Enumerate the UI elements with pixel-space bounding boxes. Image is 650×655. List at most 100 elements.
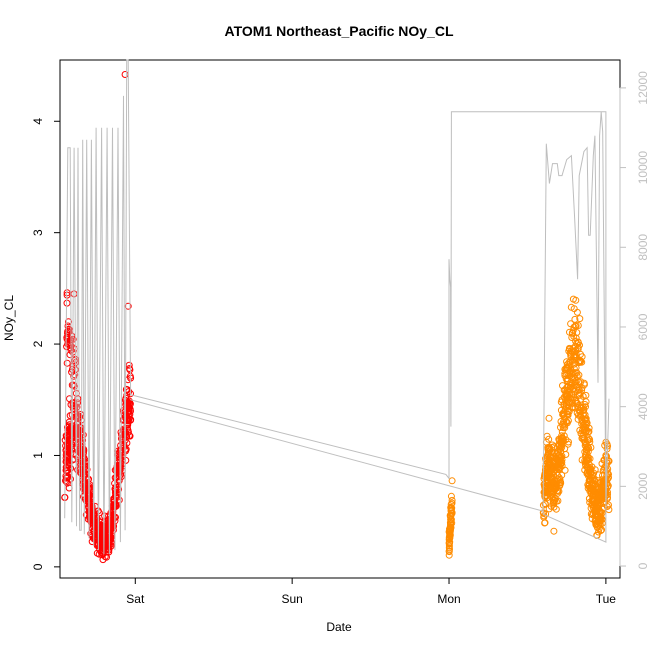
data-point	[448, 499, 456, 507]
data-point	[103, 553, 110, 561]
x-axis: Sat Sun Mon Tue	[126, 577, 616, 606]
data-point	[572, 364, 580, 372]
data-point	[579, 434, 587, 442]
data-point	[573, 372, 581, 380]
data-point	[547, 484, 555, 492]
data-point	[594, 500, 602, 508]
data-point	[564, 440, 572, 448]
data-point	[548, 454, 556, 462]
data-point	[63, 474, 71, 482]
y2-tick-label: 0	[636, 562, 650, 569]
data-point	[446, 530, 454, 538]
data-point	[95, 509, 103, 517]
chart-title: ATOM1 Northeast_Pacific NOy_CL	[225, 23, 454, 39]
series-1	[445, 295, 613, 559]
y-tick-label: 1	[31, 452, 45, 459]
data-point	[604, 469, 612, 477]
data-point	[584, 444, 592, 452]
data-point	[574, 411, 582, 419]
data-point	[109, 505, 117, 513]
data-point	[592, 521, 600, 529]
data-point	[89, 525, 97, 533]
data-point	[122, 386, 130, 394]
data-point	[445, 551, 453, 559]
x-axis-label: Date	[326, 620, 352, 634]
data-point	[567, 382, 575, 389]
data-point	[580, 407, 587, 414]
data-point	[587, 510, 595, 518]
data-point	[557, 443, 565, 450]
data-point	[112, 474, 120, 482]
data-point	[573, 308, 581, 316]
data-point	[124, 302, 132, 310]
data-point	[546, 469, 554, 477]
data-point	[586, 480, 593, 488]
data-point	[563, 377, 571, 385]
data-point	[104, 515, 112, 523]
data-point	[545, 505, 553, 513]
data-point	[581, 457, 589, 465]
y-tick-label: 4	[31, 118, 45, 125]
data-point	[62, 454, 70, 462]
y2-tick-label: 8000	[636, 234, 650, 261]
data-point	[551, 466, 559, 474]
data-point	[126, 400, 134, 408]
data-point	[125, 365, 133, 372]
data-point	[548, 494, 556, 502]
data-point	[541, 519, 549, 527]
data-point	[557, 406, 565, 414]
data-point	[575, 386, 583, 394]
data-point	[554, 487, 562, 495]
data-point	[568, 334, 576, 341]
data-point	[581, 411, 589, 419]
data-point	[545, 414, 553, 422]
data-point	[448, 496, 456, 504]
data-point	[106, 524, 114, 532]
data-point	[95, 550, 103, 558]
data-point	[551, 495, 559, 502]
data-point	[65, 318, 72, 326]
data-point	[561, 466, 569, 474]
data-point	[541, 466, 549, 474]
data-point	[579, 392, 587, 400]
data-point	[598, 484, 606, 492]
data-point	[580, 381, 588, 389]
data-point	[583, 419, 591, 427]
data-point	[563, 418, 571, 426]
data-point	[548, 475, 556, 483]
data-point	[576, 315, 584, 323]
data-point	[582, 440, 590, 448]
data-point	[591, 516, 599, 524]
data-point	[550, 443, 558, 451]
data-point	[579, 419, 587, 427]
y-axis-right: 0 2000 4000 6000 8000 10000 12000	[619, 71, 650, 569]
data-point	[447, 520, 454, 528]
data-point	[74, 395, 82, 403]
data-point	[552, 505, 560, 513]
data-point	[570, 390, 578, 398]
data-point	[557, 435, 565, 442]
data-point	[549, 499, 557, 507]
x-tick-label: Sun	[281, 592, 302, 606]
trend-line	[130, 399, 544, 512]
data-point	[581, 460, 589, 468]
y2-tick-label: 12000	[636, 71, 650, 105]
y2-tick-label: 2000	[636, 473, 650, 500]
data-point	[119, 416, 127, 424]
data-point	[571, 315, 579, 323]
data-point	[594, 496, 601, 504]
data-point	[565, 363, 573, 371]
data-point	[562, 451, 570, 458]
data-point	[571, 369, 579, 377]
y2-tick-label: 10000	[636, 151, 650, 185]
data-point	[123, 391, 131, 399]
data-point	[94, 539, 102, 546]
data-point	[63, 359, 71, 367]
series-layer	[61, 71, 613, 564]
data-point	[558, 437, 566, 445]
data-point	[583, 448, 590, 456]
data-point	[578, 353, 586, 361]
data-point	[577, 358, 584, 366]
data-point	[564, 364, 572, 372]
